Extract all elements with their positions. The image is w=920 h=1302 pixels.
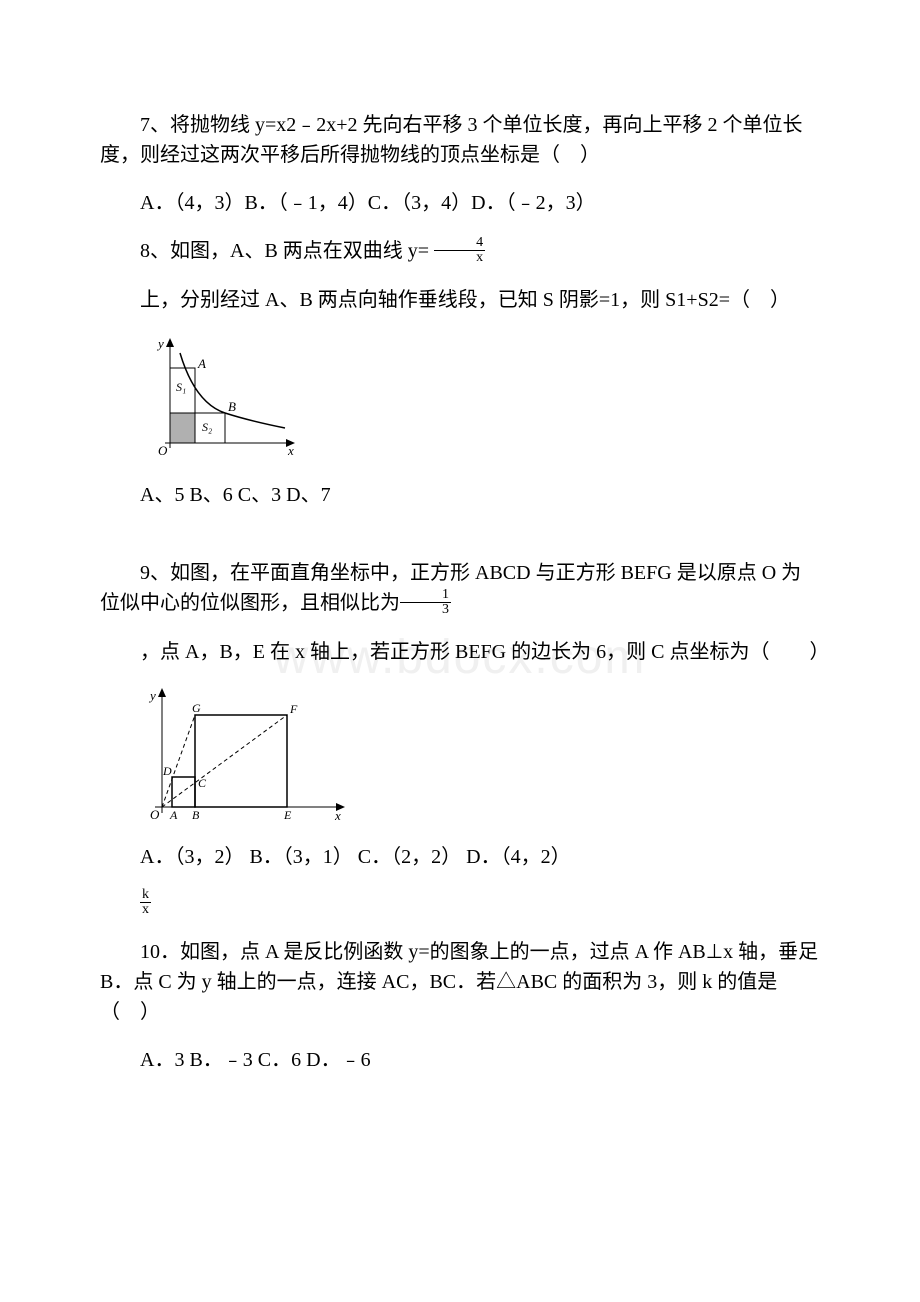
q8-text-part1: 8、如图，A、B 两点在双曲线 y= (140, 240, 429, 262)
q9-text-line1: 9、如图，在平面直角坐标中，正方形 ABCD 与正方形 BEFG 是以原点 O … (100, 558, 820, 619)
q9-label-G: G (192, 701, 201, 715)
q8-figure: y x O A B S₁ S₂ (140, 333, 820, 468)
q9-figure: y x O A B C D E F G (140, 685, 820, 830)
spacer-1 (100, 528, 820, 558)
q9-label-E: E (283, 808, 292, 822)
q9-svg: y x O A B C D E F G (140, 685, 350, 825)
q10-options: A．3 B．﹣3 C．6 D．﹣6 (100, 1045, 820, 1075)
q9-label-D: D (162, 764, 172, 778)
q8-label-B: B (228, 399, 236, 414)
document-content: 7、将抛物线 y=x2﹣2x+2 先向右平移 3 个单位长度，再向上平移 2 个… (100, 110, 820, 1075)
q9-label-y: y (148, 688, 156, 703)
q9-options: A．（3，2） B．（3，1） C．（2，2） D．（4，2） (100, 842, 820, 872)
q8-fraction: 4 x (434, 236, 485, 265)
q8-frac-num: 4 (434, 236, 485, 251)
q9-frac-den: 3 (400, 603, 451, 617)
q9-frac-num: 1 (400, 588, 451, 603)
q9-text-line2: ，点 A，B，E 在 x 轴上，若正方形 BEFG 的边长为 6，则 C 点坐标… (100, 637, 820, 667)
q9-label-x: x (334, 808, 341, 823)
q8-label-A: A (197, 356, 206, 371)
q9-label-C: C (198, 776, 207, 790)
q9-fraction: 1 3 (400, 588, 451, 617)
q8-options: A、5 B、6 C、3 D、7 (100, 480, 820, 510)
q8-label-y: y (156, 336, 164, 351)
q8-label-S1: S₁ (176, 380, 186, 394)
q7-options: A．（4，3）B．（﹣1，4）C．（3，4）D．（﹣2，3） (100, 188, 820, 218)
q8-text-line2: 上，分别经过 A、B 两点向轴作垂线段，已知 S 阴影=1，则 S1+S2=（ … (100, 285, 820, 315)
q10-frac-num: k (140, 888, 151, 903)
q8-svg: y x O A B S₁ S₂ (140, 333, 300, 463)
q7-text: 7、将抛物线 y=x2﹣2x+2 先向右平移 3 个单位长度，再向上平移 2 个… (100, 110, 820, 170)
q10-text: 10．如图，点 A 是反比例函数 y=的图象上的一点，过点 A 作 AB⊥x 轴… (100, 937, 820, 1027)
q10-frac-den: x (140, 903, 151, 917)
q8-text-line1: 8、如图，A、B 两点在双曲线 y= 4 x (100, 236, 820, 267)
q10-fraction: k x (140, 888, 151, 917)
q8-label-O: O (158, 443, 168, 458)
q9-label-B: B (192, 808, 200, 822)
q8-label-S2: S₂ (202, 420, 212, 434)
q8-frac-den: x (434, 251, 485, 265)
q9-label-O: O (150, 807, 160, 822)
q10-standalone-fraction: k x (140, 890, 820, 919)
q9-label-A: A (169, 808, 178, 822)
q8-label-x: x (287, 443, 294, 458)
q9-label-F: F (289, 702, 298, 716)
